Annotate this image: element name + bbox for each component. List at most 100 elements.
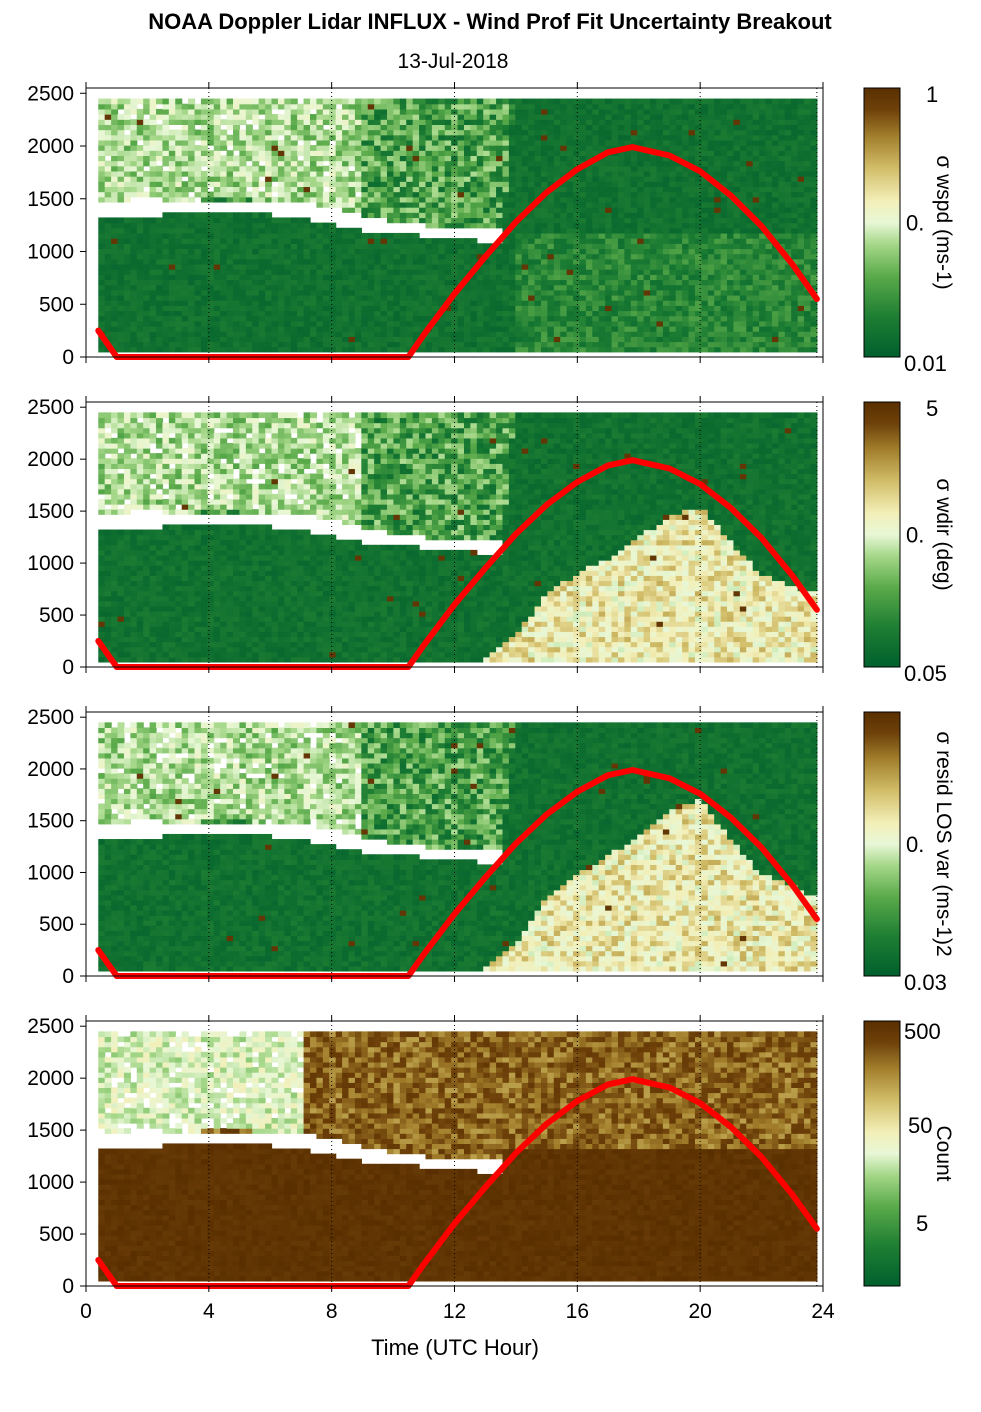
heat-cell — [118, 161, 125, 167]
heat-cell — [156, 243, 163, 249]
heat-cell — [214, 99, 221, 105]
heat-cell — [297, 290, 304, 296]
heat-cell — [278, 145, 285, 151]
heat-cell — [130, 140, 137, 146]
heat-cell — [162, 104, 169, 110]
heat-cell — [201, 233, 208, 239]
heat-cell — [201, 254, 208, 260]
heat-cell — [246, 259, 253, 265]
heat-cell — [98, 119, 105, 125]
heat-cell — [150, 254, 157, 260]
heat-cell — [195, 326, 202, 332]
heat-cell — [246, 336, 253, 342]
heat-cell — [118, 217, 125, 223]
heat-cell — [124, 99, 131, 105]
heat-cell — [233, 155, 240, 161]
heat-cell — [284, 192, 291, 198]
heat-cell — [195, 238, 202, 244]
heat-cell — [124, 238, 131, 244]
heat-cell — [201, 310, 208, 316]
heat-cell — [201, 331, 208, 337]
heat-cell — [188, 264, 195, 270]
heat-cell — [284, 161, 291, 167]
heat-cell — [182, 197, 189, 203]
heat-cell — [233, 145, 240, 151]
heat-cell — [156, 254, 163, 260]
heat-cell — [246, 238, 253, 244]
heat-cell — [124, 197, 131, 203]
heat-cell — [130, 99, 137, 105]
heat-cell — [130, 310, 137, 316]
heat-cell — [182, 238, 189, 244]
heat-cell — [150, 145, 157, 151]
heat-cell — [265, 238, 272, 244]
heat-cell — [105, 150, 112, 156]
heat-cell — [150, 155, 157, 161]
heat-cell — [169, 212, 176, 218]
heat-cell — [297, 279, 304, 285]
heat-cell — [297, 331, 304, 337]
heat-cell — [98, 285, 105, 291]
heat-cell — [201, 104, 208, 110]
heat-cell — [201, 238, 208, 244]
heat-cell — [182, 310, 189, 316]
heat-cell — [195, 181, 202, 187]
heat-cell — [220, 347, 227, 353]
heat-cell — [118, 171, 125, 177]
heat-cell — [233, 171, 240, 177]
heat-cell — [272, 124, 279, 130]
heat-cell — [265, 285, 272, 291]
heat-cell — [252, 243, 259, 249]
heat-cell — [98, 150, 105, 156]
heat-cell — [182, 186, 189, 192]
heat-cell — [188, 295, 195, 301]
heat-cell — [259, 223, 266, 229]
heat-cell — [291, 310, 298, 316]
heat-cell — [304, 254, 311, 260]
heat-cell — [195, 130, 202, 136]
heat-cell — [252, 347, 259, 353]
heat-cell — [246, 248, 253, 254]
heat-cell — [284, 269, 291, 275]
heat-cell — [297, 192, 304, 198]
heat-cell — [259, 119, 266, 125]
heat-cell — [137, 305, 144, 311]
heat-cell — [246, 321, 253, 327]
heat-cell — [130, 300, 137, 306]
heat-cell — [291, 140, 298, 146]
heat-cell — [124, 321, 131, 327]
heat-cell — [252, 161, 259, 167]
heat-cell — [220, 310, 227, 316]
heat-cell — [156, 269, 163, 275]
heat-cell — [201, 274, 208, 280]
heat-cell — [195, 290, 202, 296]
heat-cell — [252, 181, 259, 187]
heat-cell — [252, 99, 259, 105]
heat-cell — [175, 279, 182, 285]
heat-cell — [272, 186, 279, 192]
heat-cell — [195, 316, 202, 322]
heat-cell — [137, 274, 144, 280]
heat-cell — [143, 254, 150, 260]
heat-cell — [98, 104, 105, 110]
heat-cell — [124, 285, 131, 291]
heat-cell — [188, 223, 195, 229]
heat-cell — [227, 155, 234, 161]
heat-cell — [291, 114, 298, 120]
heat-cell — [130, 150, 137, 156]
heat-cell — [175, 181, 182, 187]
heat-cell — [169, 130, 176, 136]
heat-cell — [284, 274, 291, 280]
heat-cell — [246, 305, 253, 311]
heat-cell — [310, 254, 317, 260]
heat-cell — [310, 331, 317, 337]
heatmap-1 — [98, 99, 817, 353]
heat-cell — [278, 310, 285, 316]
heat-cell — [233, 181, 240, 187]
heat-cell — [214, 186, 221, 192]
heat-cell — [162, 248, 169, 254]
heat-cell — [246, 228, 253, 234]
heat-cell — [201, 264, 208, 270]
heat-cell — [214, 166, 221, 172]
heat-cell — [124, 140, 131, 146]
